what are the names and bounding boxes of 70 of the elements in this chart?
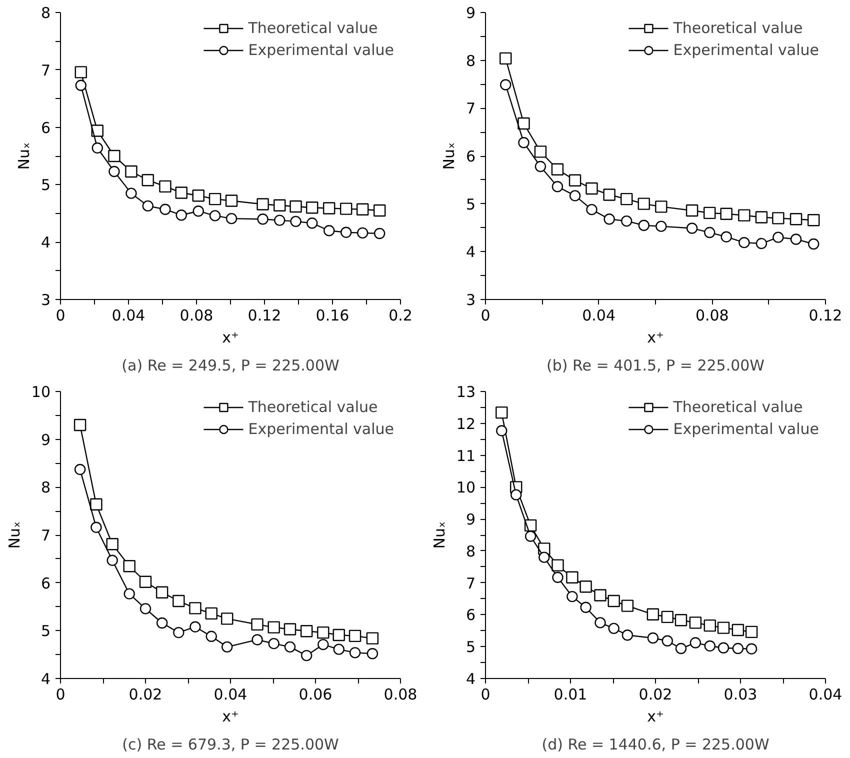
x-tick-label: 0.2 xyxy=(388,306,412,324)
y-tick-label: 12 xyxy=(456,414,476,433)
y-tick-label: 3 xyxy=(466,291,476,309)
y-tick-label: 6 xyxy=(466,148,476,166)
y-tick-label: 3 xyxy=(40,291,51,309)
y-tick-label: 5 xyxy=(466,195,476,214)
y-tick-label: 7 xyxy=(40,61,51,80)
y-tick-label: 9 xyxy=(466,510,476,529)
text: (c) Re = 679.3, P = 225.00W xyxy=(122,736,340,754)
x-axis-title: x⁺ xyxy=(647,708,664,726)
x-axis-title: x⁺ xyxy=(222,328,239,346)
y-axis-title: Nuₓ xyxy=(430,521,448,549)
legend-label: Theoretical value xyxy=(673,19,803,37)
y-tick-label: 9 xyxy=(466,4,476,22)
x-tick-label: 0.08 xyxy=(695,306,729,324)
x-tick-label: 0.04 xyxy=(214,686,248,704)
x-tick-label: 0 xyxy=(480,306,490,324)
y-tick-label: 10 xyxy=(456,478,476,497)
x-tick-label: 0.02 xyxy=(128,686,162,704)
text: (a) Re = 249.5, P = 225.00W xyxy=(122,356,340,374)
y-tick-label: 4 xyxy=(466,670,476,688)
y-tick-label: 10 xyxy=(31,383,51,401)
x-tick-label: 0.03 xyxy=(724,686,758,704)
x-axis-title: x⁺ xyxy=(222,708,239,726)
y-tick-label: 5 xyxy=(40,622,51,640)
x-tick-label: 0.08 xyxy=(384,686,418,704)
x-tick-label: 0.16 xyxy=(316,306,350,324)
x-tick-label: 0 xyxy=(56,306,66,324)
y-tick-label: 8 xyxy=(466,542,476,560)
x-tick-label: 0 xyxy=(56,686,66,704)
y-tick-label: 6 xyxy=(40,118,51,137)
y-tick-label: 7 xyxy=(466,100,476,118)
legend-label: Experimental value xyxy=(248,420,394,438)
y-axis-title: Nuₓ xyxy=(5,521,24,549)
y-tick-label: 13 xyxy=(456,383,476,401)
x-tick-label: 0.02 xyxy=(638,686,672,704)
y-tick-label: 8 xyxy=(40,478,51,497)
x-tick-label: 0.12 xyxy=(248,306,282,324)
y-tick-label: 5 xyxy=(466,638,476,656)
y-tick-label: 6 xyxy=(466,606,476,624)
y-tick-label: 11 xyxy=(456,446,476,465)
y-tick-label: 6 xyxy=(40,574,51,592)
y-tick-label: 8 xyxy=(40,4,51,22)
x-tick-label: 0.04 xyxy=(808,686,842,704)
y-tick-label: 4 xyxy=(40,234,51,252)
y-tick-label: 9 xyxy=(40,430,51,449)
y-tick-label: 5 xyxy=(40,176,51,194)
x-tick-label: 0.04 xyxy=(582,306,616,324)
y-tick-label: 7 xyxy=(40,526,51,544)
x-tick-label: 0 xyxy=(480,686,490,704)
legend-label: Experimental value xyxy=(673,41,819,59)
legend-label: Theoretical value xyxy=(673,398,803,416)
y-tick-label: 8 xyxy=(466,52,476,70)
x-tick-label: 0.12 xyxy=(808,306,842,324)
y-tick-label: 4 xyxy=(466,243,476,262)
legend-label: Experimental value xyxy=(673,420,819,438)
x-tick-label: 0.06 xyxy=(298,686,332,704)
legend-label: Experimental value xyxy=(248,41,394,59)
text: (d) Re = 1440.6, P = 225.00W xyxy=(542,736,770,754)
y-axis-title: Nuₓ xyxy=(440,142,458,170)
x-axis-title: x⁺ xyxy=(647,328,664,346)
text: (b) Re = 401.5, P = 225.00W xyxy=(546,356,765,374)
y-tick-label: 7 xyxy=(466,574,476,592)
x-tick-label: 0.04 xyxy=(112,306,146,324)
x-tick-label: 0.08 xyxy=(180,306,214,324)
y-axis-title: Nuₓ xyxy=(14,142,33,170)
x-tick-label: 0.01 xyxy=(554,686,588,704)
legend-label: Theoretical value xyxy=(248,19,378,37)
y-tick-label: 4 xyxy=(40,670,51,688)
legend-label: Theoretical value xyxy=(248,398,378,416)
